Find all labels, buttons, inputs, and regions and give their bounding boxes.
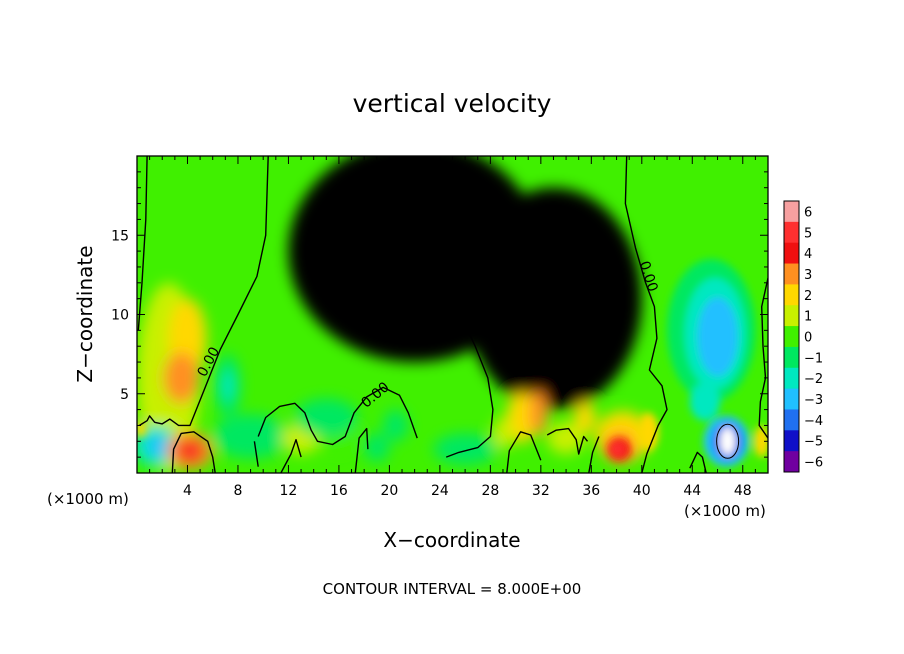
zero-contours [137, 156, 768, 473]
velocity-blob [294, 398, 358, 437]
colorbar-label: −4 [804, 414, 823, 429]
velocity-blob [492, 417, 514, 450]
velocity-blob [137, 420, 146, 437]
x-tick-label: 24 [431, 483, 449, 499]
velocity-field [137, 156, 651, 473]
velocity-blob [183, 444, 197, 458]
velocity-blob [212, 414, 289, 459]
zero-contour-line [253, 441, 259, 467]
x-tick-label: 48 [734, 483, 752, 499]
zero-contour-line [506, 431, 542, 473]
colorbar-label: 3 [804, 268, 812, 283]
colorbar-label: 1 [804, 310, 812, 325]
zero-contour-line [624, 156, 668, 473]
colorbar-swatch [784, 305, 799, 327]
velocity-blob [611, 442, 625, 456]
colorbar-swatch [784, 346, 799, 369]
zero-contour-line [419, 156, 494, 458]
zero-contour-line [689, 451, 707, 473]
zero-contour-line [171, 431, 216, 473]
colorbar-swatch [784, 388, 799, 410]
velocity-core-white [719, 427, 736, 456]
chart-title: vertical velocity [353, 89, 552, 118]
x-tick-label: 32 [532, 483, 550, 499]
colorbar-swatch [784, 242, 799, 264]
x-tick-label: 4 [183, 483, 192, 499]
x-tick-label: 40 [633, 483, 651, 499]
colorbar-swatch [784, 201, 799, 223]
colorbar-label: 6 [804, 205, 812, 220]
zero-contour-line [139, 156, 269, 427]
x-tick-label: 36 [582, 483, 600, 499]
x-tick-label: 20 [380, 483, 398, 499]
y-tick-label: 15 [111, 228, 129, 244]
x-tick-label: 8 [233, 483, 242, 499]
colorbar-swatch [784, 367, 799, 390]
x-tick-label: 28 [481, 483, 499, 499]
colorbar-swatch [784, 221, 799, 244]
colorbar-swatch [784, 326, 799, 348]
zero-contour-line [546, 427, 589, 455]
x-unit-note-left: (×1000 m) [47, 490, 129, 508]
velocity-blob [529, 390, 548, 435]
velocity-blob [433, 433, 497, 466]
velocity-blob [689, 382, 721, 421]
velocity-cores [137, 259, 768, 467]
colorbar-label: −3 [804, 393, 823, 408]
colorbar-swatch [784, 451, 799, 473]
colorbar-label: 0 [804, 331, 812, 346]
colorbar: 6 5 4 3 2 1 0 −1 −2 −3 −4 −5 −6 [783, 200, 823, 473]
contour-interval-note: CONTOUR INTERVAL = 8.000E+00 [323, 580, 582, 598]
velocity-blob [383, 409, 409, 442]
velocity-blob [364, 433, 390, 462]
colorbar-swatch [784, 263, 799, 285]
colorbar-swatch [784, 409, 799, 431]
colorbar-label: 5 [804, 226, 812, 241]
colorbar-label: 4 [804, 247, 812, 262]
zero-contour-loop [716, 423, 740, 459]
velocity-blob [147, 434, 168, 458]
zero-contour-line [354, 427, 369, 473]
zero-contour-line [588, 436, 600, 473]
x-unit-note-right: (×1000 m) [684, 502, 766, 520]
colorbar-label: −5 [804, 435, 823, 450]
colorbar-swatch [784, 430, 799, 452]
x-tick-label: 44 [683, 483, 701, 499]
y-tick-label: 5 [120, 387, 129, 403]
x-axis-title: X−coordinate [383, 528, 520, 552]
x-tick-label: 12 [280, 483, 298, 499]
velocity-blob [697, 297, 738, 377]
zero-contour-line [280, 439, 302, 473]
zero-contour-line [137, 156, 148, 331]
velocity-blob [465, 187, 642, 410]
colorbar-label: −2 [804, 372, 823, 387]
velocity-blob [163, 352, 199, 404]
zero-contour-line [257, 386, 418, 446]
velocity-blob [506, 392, 538, 443]
colorbar-frame [783, 200, 800, 473]
x-tick-label: 16 [330, 483, 348, 499]
colorbar-label: −1 [804, 351, 823, 366]
colorbar-swatch [784, 284, 799, 306]
colorbar-label: 2 [804, 289, 812, 304]
y-axis-title: Z−coordinate [73, 245, 97, 382]
plot-area [137, 156, 768, 473]
velocity-blob [638, 412, 659, 451]
colorbar-label: −6 [804, 456, 823, 471]
velocity-blob [221, 369, 235, 402]
velocity-blob [574, 401, 596, 434]
y-tick-label: 10 [111, 308, 129, 324]
